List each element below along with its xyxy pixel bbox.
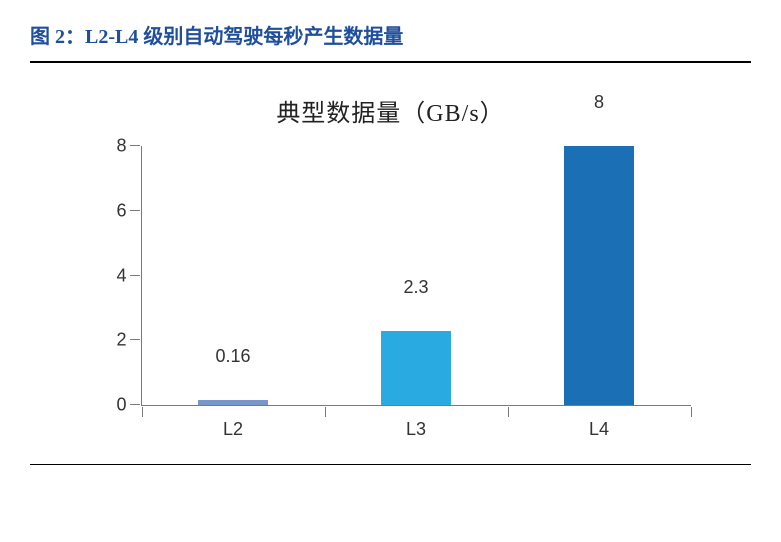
- bar-value-label: 2.3: [403, 277, 428, 304]
- x-tick: [325, 407, 326, 417]
- bar: [198, 400, 268, 405]
- y-tick: [130, 339, 140, 340]
- bar: [381, 331, 451, 405]
- bar-chart: 024680.16L22.3L38L4: [81, 146, 701, 446]
- y-axis-label: 6: [92, 200, 127, 221]
- chart-container: 典型数据量（GB/s） 024680.16L22.3L38L4: [81, 93, 701, 446]
- x-tick: [508, 407, 509, 417]
- y-axis-label: 2: [92, 330, 127, 351]
- bar: [564, 146, 634, 405]
- y-tick: [130, 145, 140, 146]
- bar-value-label: 8: [594, 92, 604, 119]
- x-axis-label: L3: [406, 419, 426, 440]
- x-axis-label: L4: [589, 419, 609, 440]
- y-axis-label: 8: [92, 136, 127, 157]
- bar-value-label: 0.16: [215, 346, 250, 373]
- x-axis-label: L2: [223, 419, 243, 440]
- y-tick: [130, 210, 140, 211]
- plot-area: 024680.16L22.3L38L4: [141, 146, 691, 406]
- figure-caption: 图 2：L2-L4 级别自动驾驶每秒产生数据量: [30, 20, 751, 49]
- x-tick: [691, 407, 692, 417]
- x-tick: [142, 407, 143, 417]
- chart-title: 典型数据量（GB/s）: [81, 93, 701, 128]
- divider-top: [30, 61, 751, 63]
- y-tick: [130, 275, 140, 276]
- y-axis-label: 0: [92, 395, 127, 416]
- divider-bottom: [30, 464, 751, 465]
- y-axis-label: 4: [92, 265, 127, 286]
- y-tick: [130, 404, 140, 405]
